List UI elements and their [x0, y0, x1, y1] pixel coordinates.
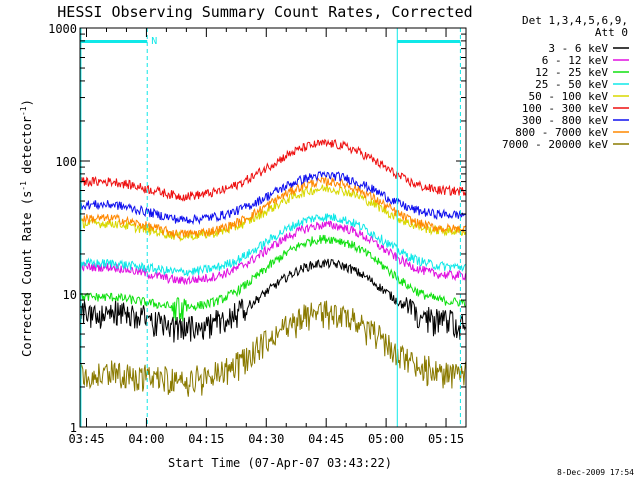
legend-label-1: 3 - 6 keV — [548, 42, 608, 55]
chart-title: HESSI Observing Summary Count Rates, Cor… — [57, 3, 472, 21]
x-axis-label: Start Time (07-Apr-07 03:43:22) — [168, 456, 392, 470]
x-tick-label-1: 03:45 — [68, 432, 104, 446]
legend-label-6: 100 - 300 keV — [522, 102, 608, 115]
legend-label-8: 800 - 7000 keV — [515, 126, 608, 139]
legend-label-2: 6 - 12 keV — [542, 54, 609, 67]
series-line-5 — [79, 183, 466, 243]
series-layer — [79, 138, 466, 397]
overlay-layer: N — [80, 28, 461, 427]
plot-frame — [79, 27, 467, 428]
series-line-1 — [79, 258, 466, 343]
x-tick-label-5: 04:45 — [308, 432, 344, 446]
legend-label-5: 50 - 100 keV — [529, 90, 609, 103]
legend-header-line-1: Det 1,3,4,5,6,9, — [522, 14, 628, 27]
series-line-2 — [80, 220, 466, 286]
legend-label-3: 12 - 25 keV — [535, 66, 608, 79]
y-tick-label-1: 1 — [70, 421, 77, 435]
night-bar-2 — [397, 40, 461, 43]
legend-header-line-2: Att 0 — [595, 26, 628, 39]
saa-flag-label: N — [151, 36, 157, 47]
legend-label-7: 300 - 800 keV — [522, 114, 608, 127]
y-tick-label-3: 100 — [55, 155, 77, 169]
legend-label-9: 7000 - 20000 keV — [502, 138, 608, 151]
series-line-9 — [79, 300, 466, 397]
series-line-3 — [79, 234, 466, 322]
legend-label-4: 25 - 50 keV — [535, 78, 608, 91]
series-line-8 — [79, 175, 466, 240]
x-tick-label-4: 04:30 — [248, 432, 284, 446]
y-tick-label-2: 10 — [63, 288, 77, 302]
axes-layer: 03:45 04:00 04:15 04:30 04:45 05:00 05:15 1 10 10… — [48, 22, 467, 446]
y-axis-label: Corrected Count Rate (s-1 detector-1) — [19, 99, 34, 357]
series-line-7 — [80, 170, 466, 226]
footer-timestamp: 8-Dec-2009 17:54 — [557, 468, 634, 477]
night-bar-1 — [80, 40, 148, 43]
x-tick-label-3: 04:15 — [188, 432, 224, 446]
x-tick-label-2: 04:00 — [128, 432, 164, 446]
series-line-4 — [80, 213, 466, 277]
svg-text:Corrected Count Rate (s-1 dete: Corrected Count Rate (s-1 detector-1) — [19, 99, 34, 357]
y-tick-label-4: 1000 — [48, 22, 77, 36]
x-tick-label-6: 05:00 — [368, 432, 404, 446]
x-tick-label-7: 05:15 — [428, 432, 464, 446]
series-line-6 — [80, 138, 466, 202]
